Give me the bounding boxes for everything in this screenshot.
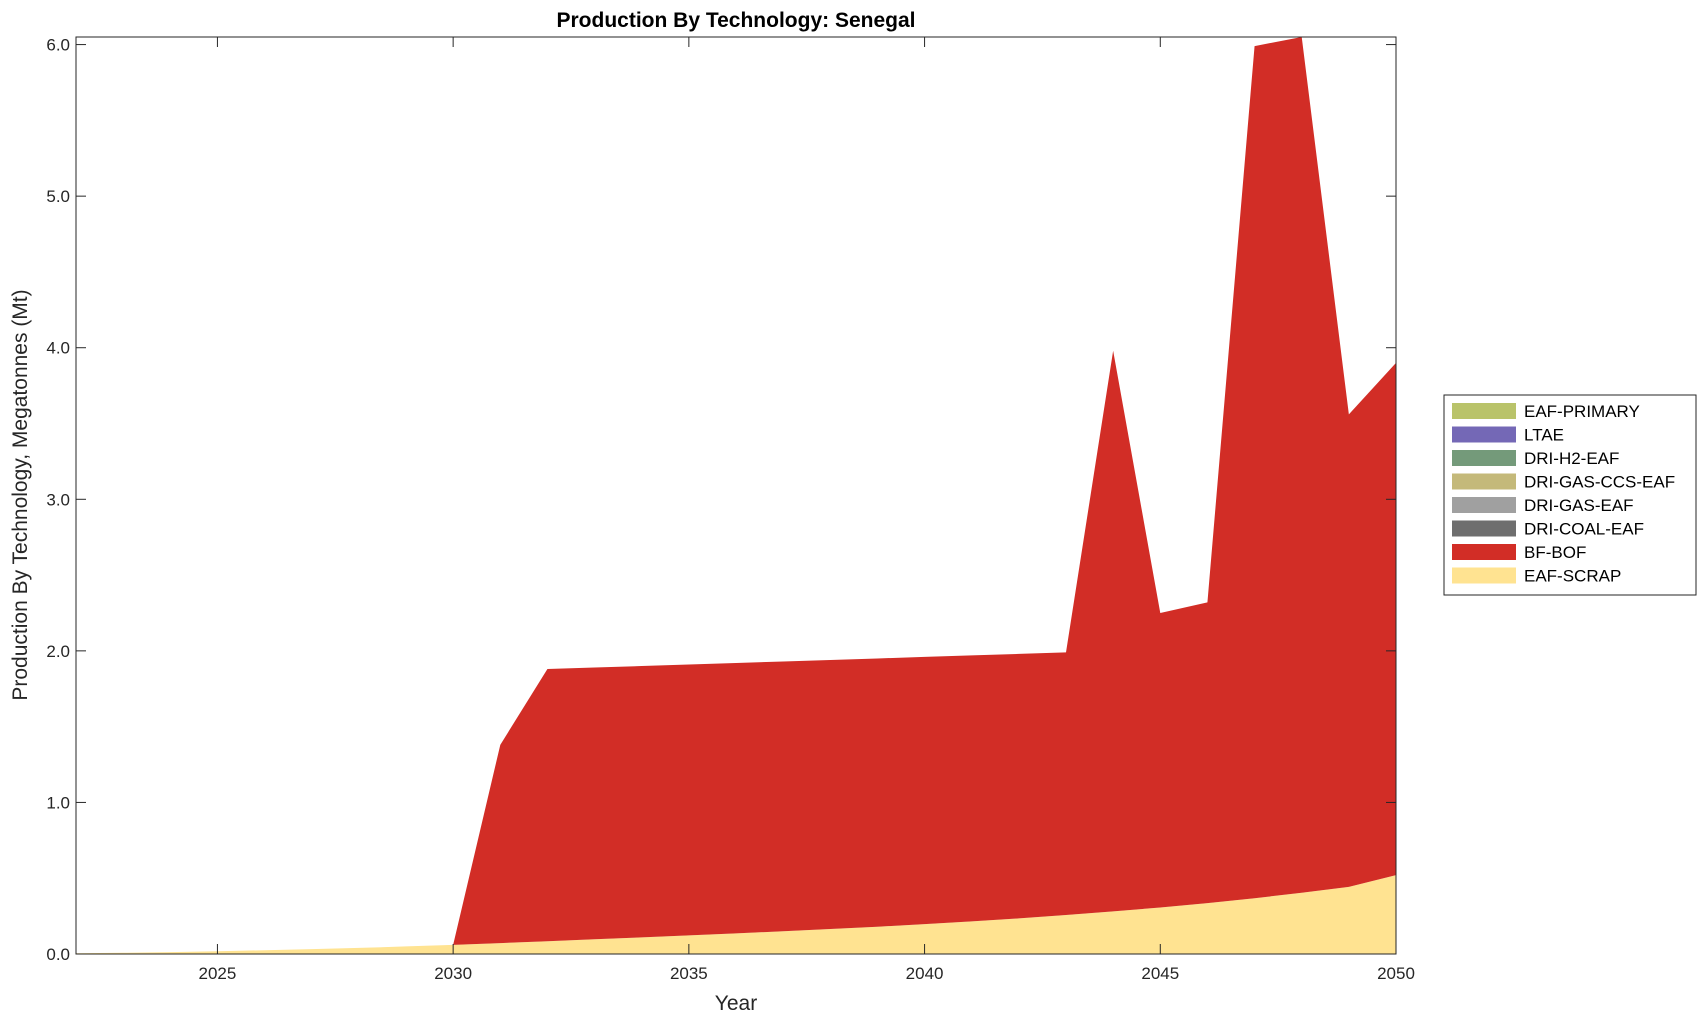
area-series-group <box>76 37 1396 954</box>
x-tick-label: 2050 <box>1377 964 1415 983</box>
x-tick-label: 2040 <box>906 964 944 983</box>
legend-item: DRI-GAS-EAF <box>1452 496 1634 515</box>
area-eaf-scrap <box>76 875 1396 954</box>
legend-item: DRI-GAS-CCS-EAF <box>1452 473 1675 492</box>
legend-item: BF-BOF <box>1452 543 1586 562</box>
legend-label: DRI-H2-EAF <box>1524 449 1619 468</box>
legend-box <box>1443 394 1697 596</box>
legend-swatch <box>1452 520 1516 537</box>
legend-item: EAF-SCRAP <box>1452 567 1621 586</box>
y-tick-label: 4.0 <box>46 339 70 358</box>
x-axis-ticks: 2025 2030 2035 2040 2045 2050 <box>199 37 1415 983</box>
legend-label: EAF-PRIMARY <box>1524 402 1640 421</box>
y-axis-label: Production By Technology, Megatonnes (Mt… <box>9 289 32 700</box>
x-tick-label: 2045 <box>1141 964 1179 983</box>
legend-label: DRI-GAS-CCS-EAF <box>1524 473 1675 492</box>
legend-label: DRI-GAS-EAF <box>1524 496 1634 515</box>
legend-item: EAF-PRIMARY <box>1452 402 1640 421</box>
legend-label: BF-BOF <box>1524 543 1586 562</box>
legend-label: EAF-SCRAP <box>1524 567 1621 586</box>
legend-swatch <box>1452 544 1516 560</box>
y-tick-label: 1.0 <box>46 793 70 812</box>
legend-item: DRI-COAL-EAF <box>1452 520 1644 539</box>
legend-swatch <box>1452 450 1516 466</box>
legend-item: LTAE <box>1452 426 1564 445</box>
x-tick-label: 2025 <box>199 964 237 983</box>
legend-label: LTAE <box>1524 426 1564 445</box>
y-tick-label: 6.0 <box>46 36 70 55</box>
legend-items: EAF-PRIMARY LTAE DRI-H2-EAF DRI-GAS-CCS-EAF… <box>1452 402 1675 586</box>
x-axis-label: Year <box>715 992 757 1015</box>
legend-label: DRI-COAL-EAF <box>1524 520 1644 539</box>
y-tick-label: 2.0 <box>46 642 70 661</box>
y-tick-label: 3.0 <box>46 490 70 509</box>
legend-swatch <box>1452 426 1516 443</box>
area-bf-bof <box>76 37 1396 954</box>
legend-item: DRI-H2-EAF <box>1452 449 1619 468</box>
chart-title: Production By Technology: Senegal <box>557 9 916 32</box>
x-tick-label: 2030 <box>434 964 472 983</box>
legend-swatch <box>1452 403 1516 419</box>
y-tick-label: 5.0 <box>46 187 70 206</box>
x-tick-label: 2035 <box>670 964 708 983</box>
legend-swatch <box>1452 473 1516 490</box>
plot-frame <box>75 36 1397 955</box>
plot-area: 2025 2030 2035 2040 2045 2050 0.0 1.0 2.0 3.0 4.0… <box>46 36 1415 983</box>
legend-swatch <box>1452 497 1516 513</box>
y-tick-label: 0.0 <box>46 945 70 964</box>
y-axis-ticks: 0.0 1.0 2.0 3.0 4.0 5.0 6.0 <box>46 36 1396 964</box>
legend-swatch <box>1452 567 1516 584</box>
legend: EAF-PRIMARY LTAE DRI-H2-EAF DRI-GAS-CCS-EAF… <box>1443 394 1697 596</box>
